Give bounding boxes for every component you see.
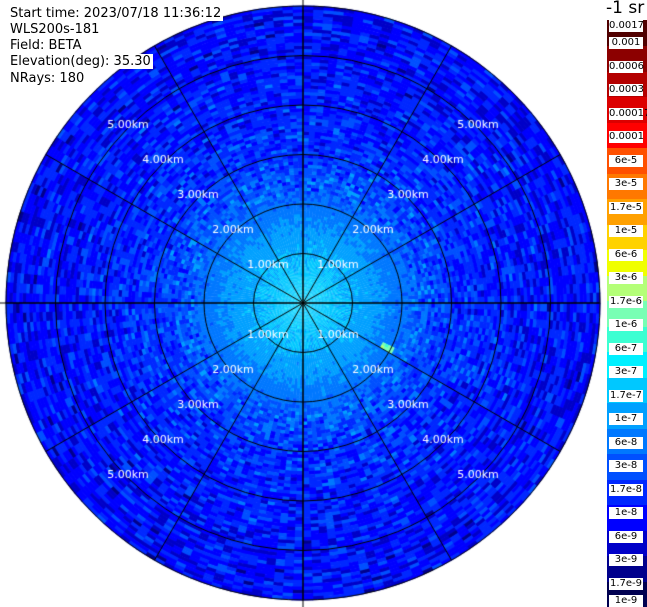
colorbar-tick-label: 6e-5	[609, 154, 643, 167]
instrument-text: WLS200s-181	[8, 22, 102, 37]
colorbar-tick-label: 1e-7	[609, 413, 643, 426]
colorbar-tick-label: 0.0003	[609, 84, 644, 97]
colorbar-tick-label: 0.00017	[609, 107, 647, 120]
elevation-text: Elevation(deg): 35.30	[8, 54, 153, 69]
colorbar-tick-label: 1.7e-7	[609, 389, 643, 402]
colorbar-tick-label: 3e-9	[609, 554, 643, 567]
colorbar-tick-label: 0.0017	[609, 20, 644, 32]
colorbar-unit-label: -1 sr	[606, 0, 645, 18]
colorbar-tick-label: 3e-7	[609, 366, 643, 379]
colorbar-tick-label: 6e-6	[609, 248, 643, 261]
colorbar-tick-label: 1e-9	[609, 595, 643, 607]
colorbar-tick-label: 3e-8	[609, 460, 643, 473]
colorbar-tick-label: 1e-5	[609, 225, 643, 238]
colorbar-tick-label: 1e-6	[609, 319, 643, 332]
colorbar-tick-label: 6e-9	[609, 530, 643, 543]
colorbar-tick-label: 6e-7	[609, 342, 643, 355]
colorbar-tick-label: 1.7e-9	[609, 577, 643, 590]
colorbar-tick-label: 3e-5	[609, 178, 643, 191]
field-text: Field: BETA	[8, 38, 84, 53]
colorbar: 1e-9 1.7e-9 3e-9 6e-9 1e-8 1.7e-8 3e-8 6e-8 1e-7…	[607, 20, 647, 607]
colorbar-tick-label: 0.0006	[609, 60, 644, 73]
nrays-text: NRays: 180	[8, 71, 87, 86]
colorbar-tick-label: 1.7e-6	[609, 295, 643, 308]
colorbar-tick-label: 3e-6	[609, 272, 643, 285]
colorbar-tick-label: 1.7e-5	[609, 201, 643, 214]
start-time-text: Start time: 2023/07/18 11:36:12	[8, 6, 224, 21]
colorbar-tick-label: 1.7e-8	[609, 483, 643, 496]
colorbar-tick-label: 0.0001	[609, 131, 644, 144]
colorbar-tick-label: 1e-8	[609, 507, 643, 520]
colorbar-tick-label: 6e-8	[609, 436, 643, 449]
colorbar-tick-label: 0.001	[609, 37, 643, 50]
